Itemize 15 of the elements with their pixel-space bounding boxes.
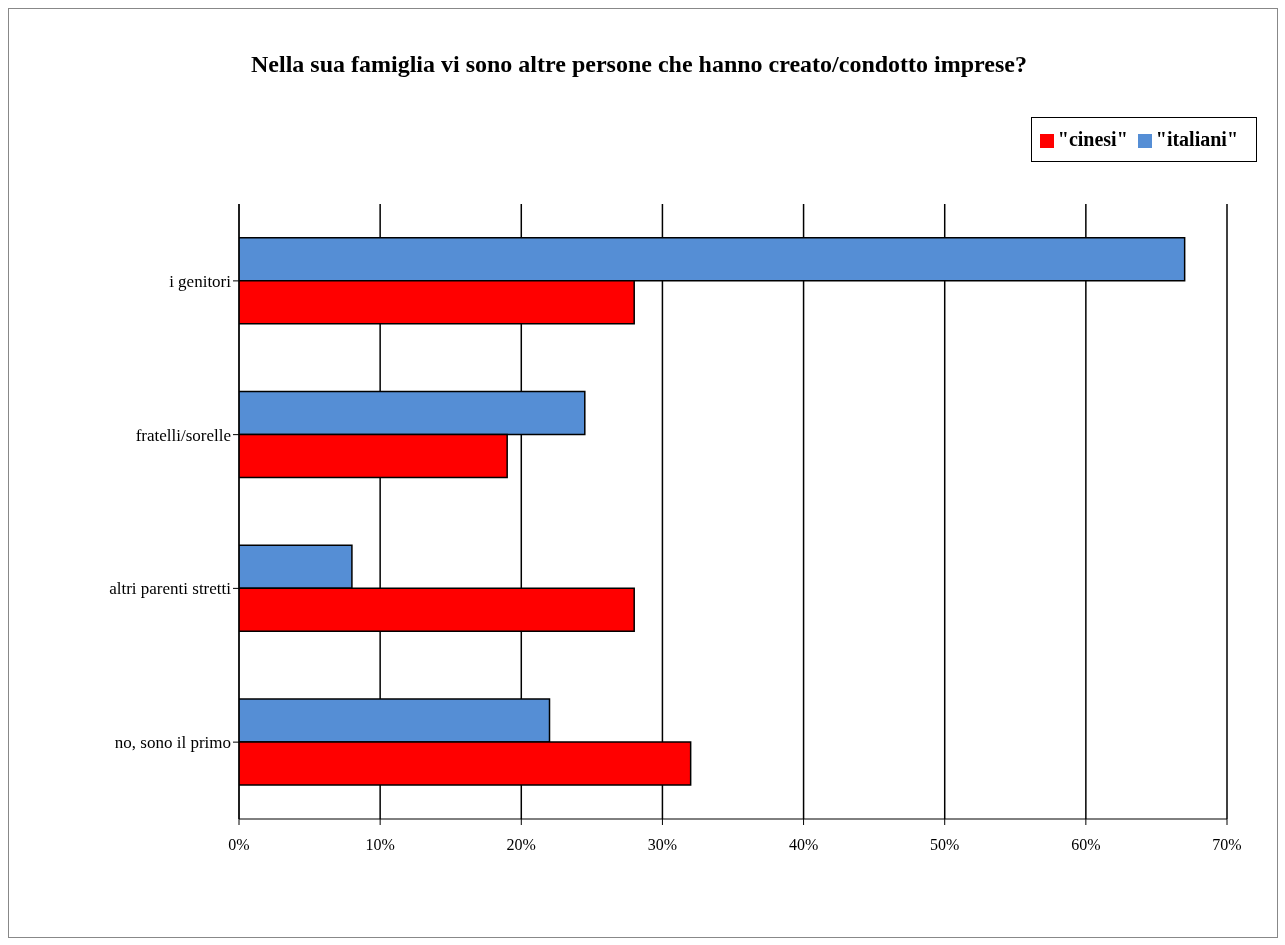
x-tick-label: 10% xyxy=(365,836,395,854)
x-tick-label: 70% xyxy=(1212,836,1242,854)
y-tick-label: altri parenti stretti xyxy=(109,579,232,599)
y-tick-label: i genitori xyxy=(169,271,232,291)
x-tick-label: 40% xyxy=(788,836,819,854)
x-tick-label: 50% xyxy=(930,836,960,854)
chart-title: Nella sua famiglia vi sono altre persone che hanno creato/condotto imprese? xyxy=(250,51,1028,78)
x-tick-label: 0% xyxy=(228,836,250,854)
x-tick-label: 20% xyxy=(506,836,536,854)
legend-label: "cinesi" xyxy=(1057,128,1128,150)
y-tick-label: fratelli/sorelle xyxy=(135,425,231,445)
y-tick-label: no, sono il primo xyxy=(114,733,231,753)
x-tick-label: 60% xyxy=(1071,836,1101,854)
legend-label: "italiani" xyxy=(1155,128,1238,150)
x-tick-label: 30% xyxy=(647,836,678,854)
